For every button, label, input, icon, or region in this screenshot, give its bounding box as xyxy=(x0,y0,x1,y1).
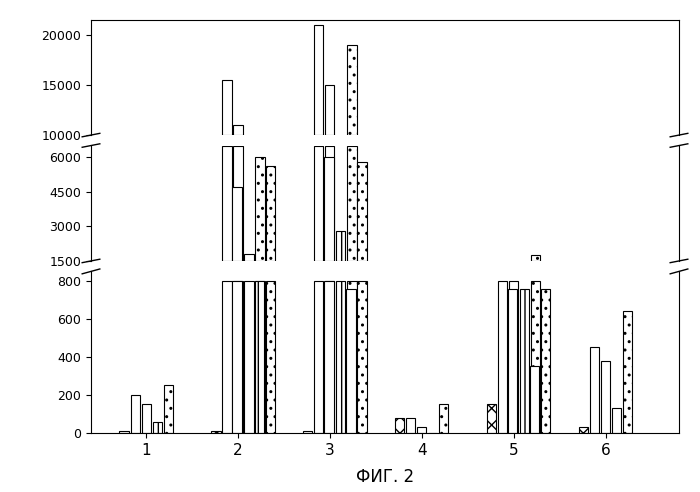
Bar xyxy=(233,125,243,135)
Bar xyxy=(232,281,241,433)
Bar xyxy=(590,347,599,433)
Text: ФИГ. 2: ФИГ. 2 xyxy=(356,468,414,486)
Bar xyxy=(509,281,518,433)
Bar xyxy=(303,431,312,433)
Bar xyxy=(326,281,335,433)
Bar xyxy=(347,146,356,261)
Bar xyxy=(211,431,220,433)
Bar xyxy=(541,288,550,433)
Bar xyxy=(324,281,333,433)
Bar xyxy=(141,404,150,433)
Bar xyxy=(223,281,232,433)
Bar xyxy=(314,146,323,261)
Bar xyxy=(326,146,335,261)
Bar xyxy=(233,281,243,433)
Bar xyxy=(324,157,333,261)
Bar xyxy=(223,80,232,135)
Bar xyxy=(498,281,508,433)
Bar xyxy=(612,408,621,433)
Bar xyxy=(244,254,253,261)
Bar xyxy=(601,361,610,433)
Bar xyxy=(223,146,232,261)
Bar xyxy=(358,162,367,261)
Bar xyxy=(120,431,129,433)
Bar xyxy=(265,166,274,261)
Bar xyxy=(508,288,517,433)
Bar xyxy=(336,231,346,261)
Bar xyxy=(358,281,367,433)
Bar xyxy=(265,281,274,433)
Bar xyxy=(417,427,426,433)
Bar xyxy=(531,255,540,261)
Bar xyxy=(256,281,265,433)
Bar xyxy=(153,422,162,433)
Bar xyxy=(406,418,415,433)
Bar xyxy=(244,281,253,433)
Bar xyxy=(530,367,539,433)
Bar xyxy=(233,146,243,261)
Bar xyxy=(347,45,356,135)
Bar xyxy=(487,404,496,433)
Bar xyxy=(520,288,529,433)
Bar xyxy=(336,281,346,433)
Bar xyxy=(314,25,323,135)
Bar xyxy=(531,281,540,433)
Bar xyxy=(314,281,323,433)
Bar xyxy=(130,395,140,433)
Bar xyxy=(255,281,264,433)
Bar xyxy=(232,187,241,261)
Bar xyxy=(395,418,405,433)
Bar xyxy=(579,427,588,433)
Bar xyxy=(623,311,632,433)
Bar xyxy=(164,385,173,433)
Bar xyxy=(439,404,449,433)
Bar xyxy=(256,157,265,261)
Bar xyxy=(326,85,335,135)
Bar xyxy=(346,288,356,433)
Bar xyxy=(347,281,356,433)
